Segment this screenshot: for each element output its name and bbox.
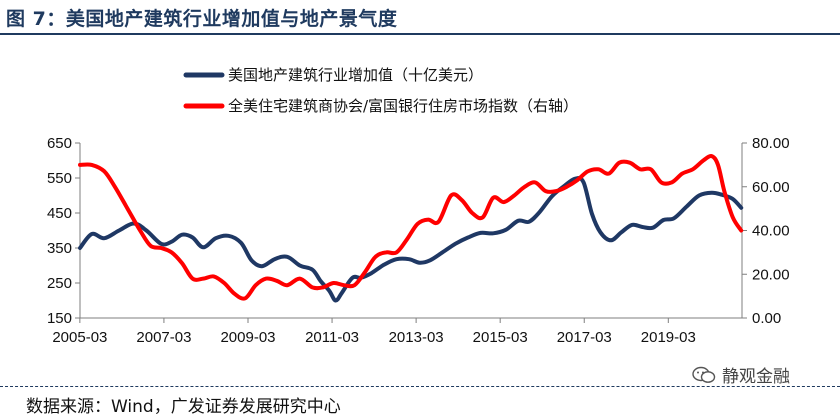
wechat-icon <box>692 366 716 383</box>
left-y-tick-label: 550 <box>47 170 72 187</box>
series-group <box>78 154 744 303</box>
left-y-tick-label: 150 <box>47 310 72 327</box>
right-y-tick-label: 0.00 <box>752 310 781 327</box>
watermark-text: 静观金融 <box>722 367 790 387</box>
watermark: 静观金融 <box>692 362 790 387</box>
right-y-tick-labels: 80.00 60.00 40.00 20.00 0.00 <box>752 135 790 327</box>
x-tick-label: 2011-03 <box>305 329 359 346</box>
right-y-tick-label: 40.00 <box>752 223 790 240</box>
legend: 美国地产建筑行业增加值（十亿美元） 全美住宅建筑商协会/富国银行住房市场指数（右… <box>183 66 578 115</box>
chart-title: 图 7：美国地产建筑行业增加值与地产景气度 <box>6 8 398 30</box>
x-tick-label: 2005-03 <box>52 329 107 346</box>
left-y-tick-label: 450 <box>47 205 72 222</box>
legend-label-value-added: 美国地产建筑行业增加值（十亿美元） <box>228 66 483 84</box>
x-tick-label: 2015-03 <box>473 329 528 346</box>
x-tick-label: 2009-03 <box>220 329 275 346</box>
x-tick-label: 2013-03 <box>389 329 444 346</box>
series-line-value-added <box>78 176 744 303</box>
title-divider <box>0 33 840 35</box>
left-y-tick-label: 350 <box>47 240 72 257</box>
series-line-housing-index <box>78 154 744 301</box>
left-y-tick-label: 250 <box>47 275 72 292</box>
right-y-tick-label: 80.00 <box>752 135 790 152</box>
x-tick-labels: 2005-03 2007-03 2009-03 2011-03 2013-03 2015-… <box>52 329 696 346</box>
left-y-tick-labels: 650 550 450 350 250 150 <box>47 135 72 327</box>
x-tick-label: 2017-03 <box>557 329 612 346</box>
axes-group <box>75 142 747 323</box>
data-source: 数据来源：Wind，广发证券发展研究中心 <box>26 397 341 417</box>
left-y-tick-label: 650 <box>47 135 72 152</box>
right-y-tick-label: 20.00 <box>752 266 790 283</box>
x-tick-label: 2019-03 <box>641 329 696 346</box>
right-y-tick-label: 60.00 <box>752 179 790 196</box>
x-tick-label: 2007-03 <box>136 329 191 346</box>
source-divider <box>0 386 840 387</box>
legend-label-housing-index: 全美住宅建筑商协会/富国银行住房市场指数（右轴） <box>228 97 578 115</box>
